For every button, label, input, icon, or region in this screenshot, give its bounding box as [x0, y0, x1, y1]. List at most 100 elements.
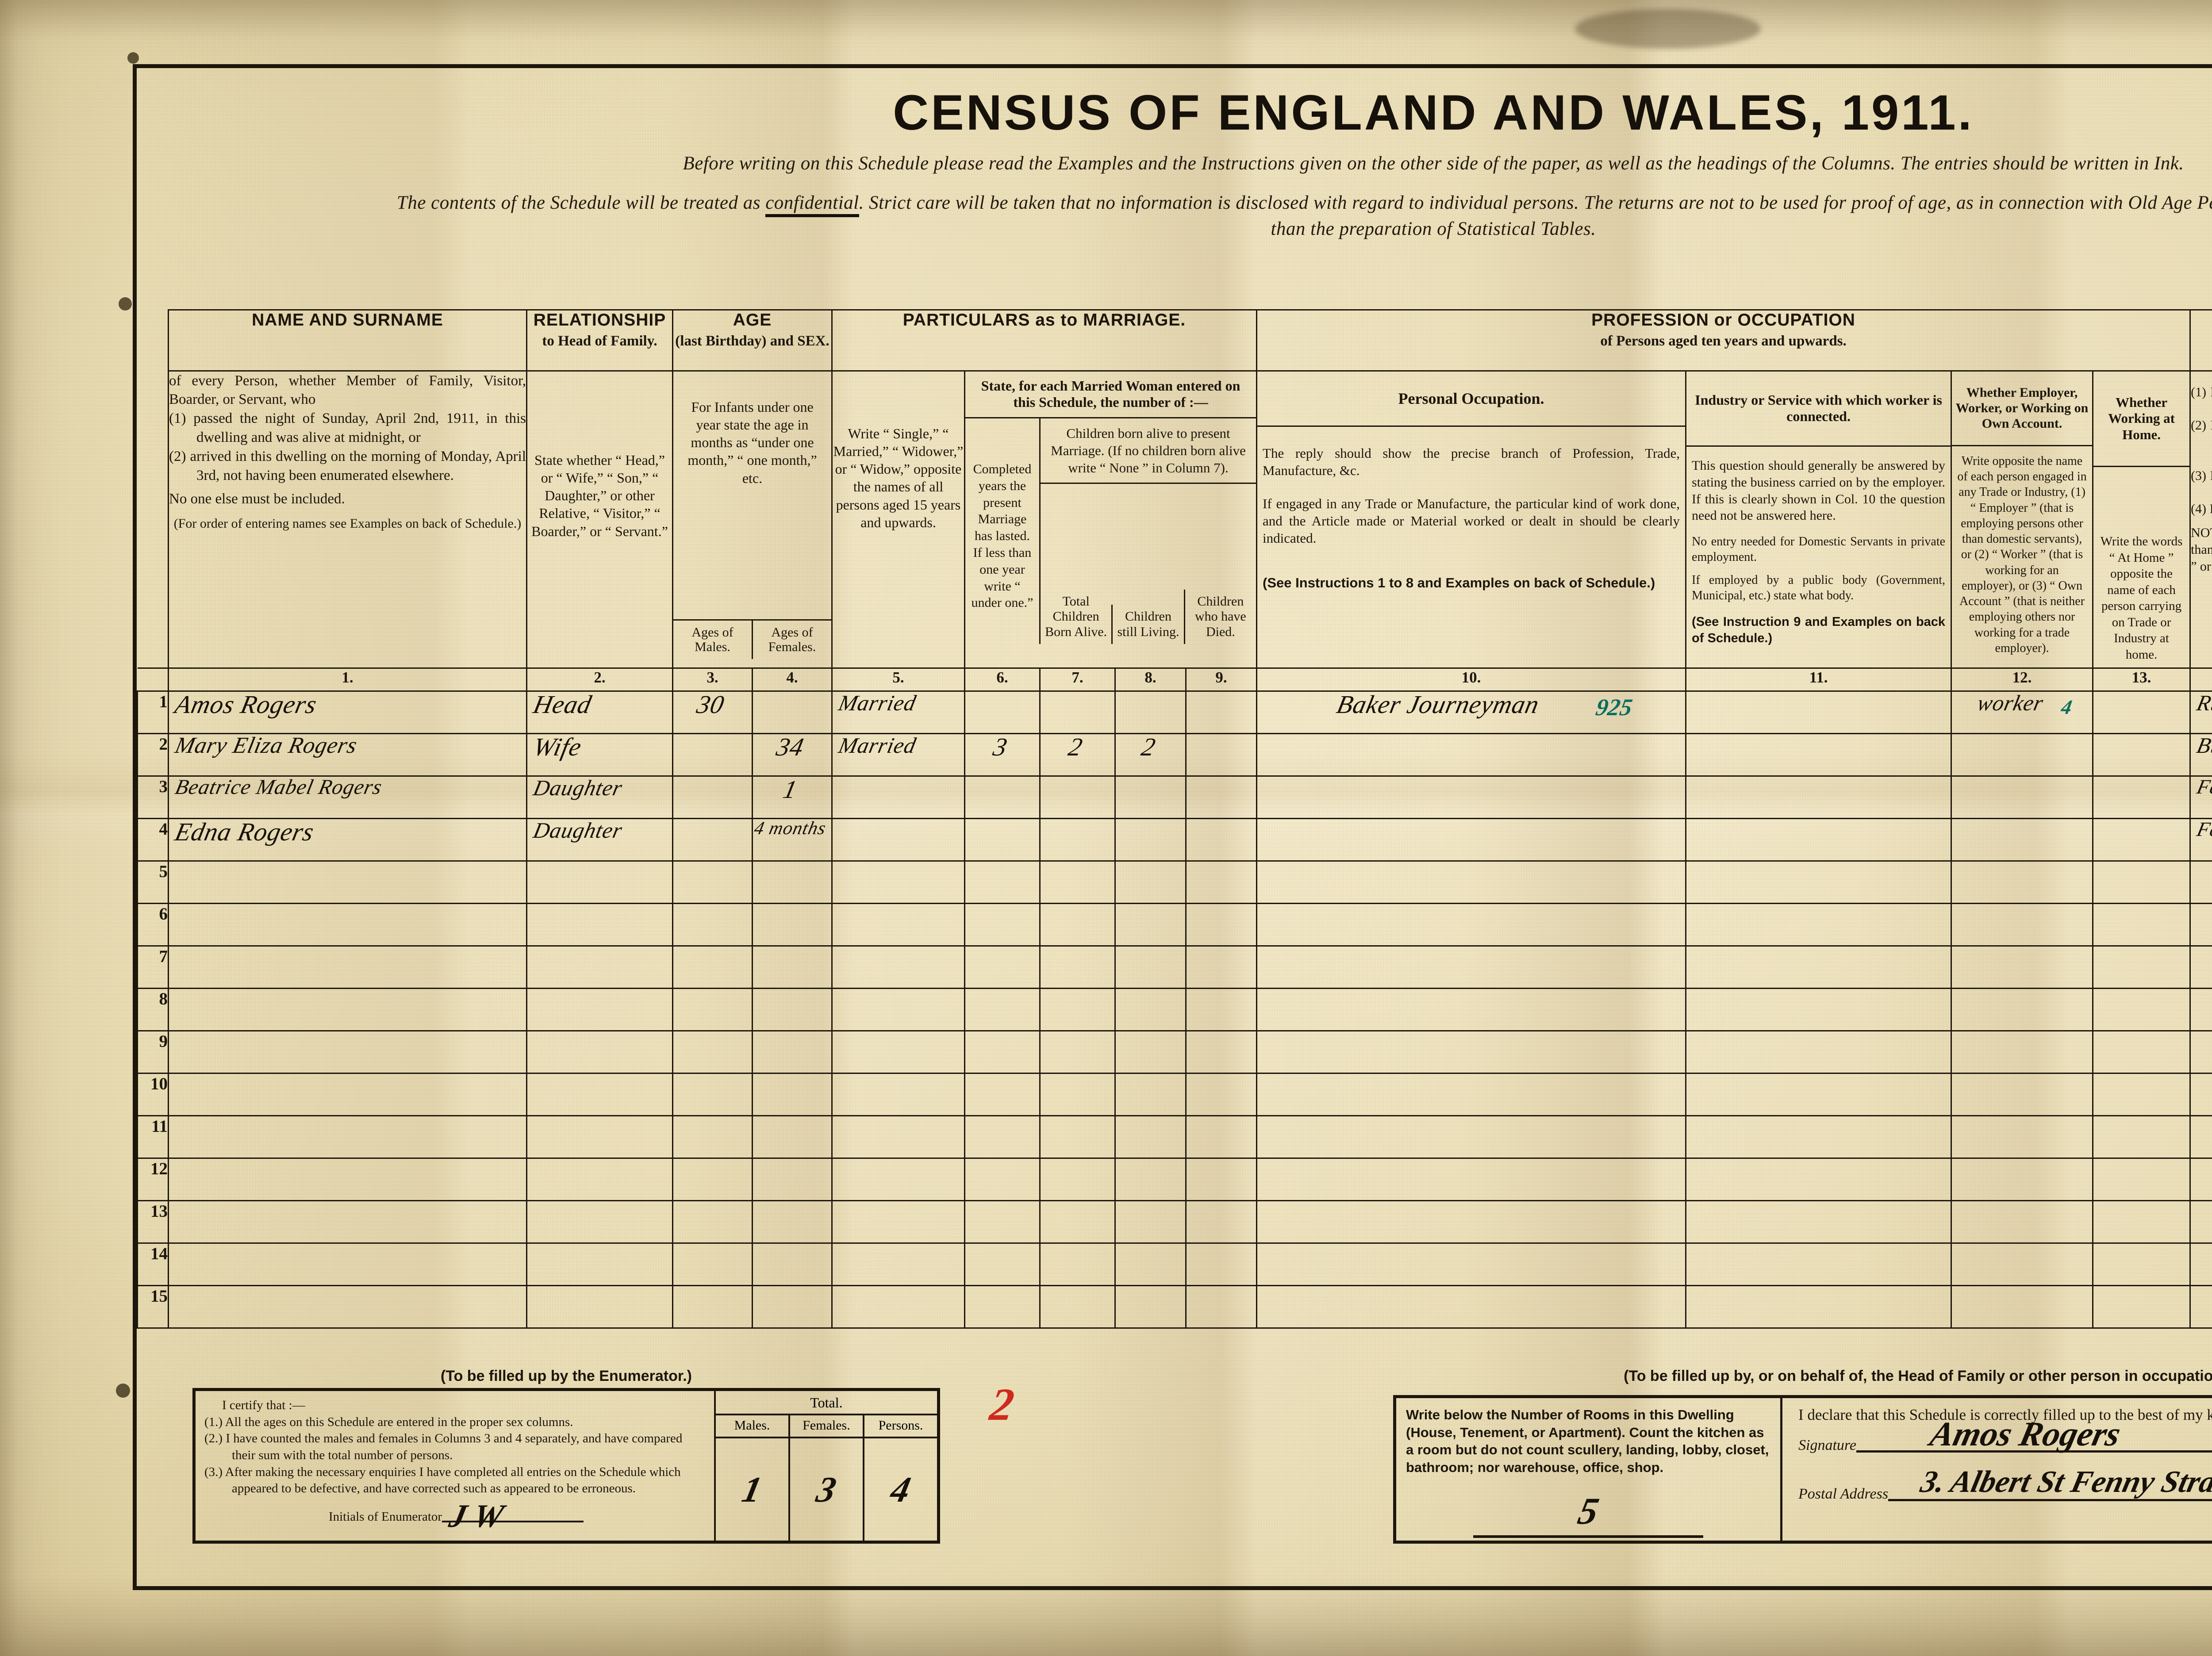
cell-age-female[interactable] [753, 691, 832, 733]
cell-industry[interactable] [1686, 946, 1951, 988]
cell-age-female[interactable] [753, 988, 832, 1031]
rooms-value-area[interactable]: 5 [1396, 1487, 1780, 1538]
cell-age-female[interactable] [753, 903, 832, 946]
cell-children-born[interactable] [1040, 1243, 1115, 1285]
cell-working-at-home[interactable] [2093, 988, 2190, 1031]
cell-occupation[interactable] [1257, 1116, 1686, 1158]
cell-birthplace[interactable] [2190, 1285, 2212, 1328]
cell-age-male[interactable] [673, 1285, 753, 1328]
cell-age-male[interactable] [673, 1073, 753, 1116]
cell-years-married[interactable] [965, 691, 1040, 733]
cell-children-born[interactable] [1040, 1116, 1115, 1158]
cell-age-female[interactable]: 4 months [753, 818, 832, 861]
cell-children-died[interactable] [1186, 1158, 1257, 1200]
cell-marriage-state[interactable] [832, 946, 965, 988]
cell-industry[interactable] [1686, 1116, 1951, 1158]
cell-occupation[interactable] [1257, 1158, 1686, 1200]
cell-working-at-home[interactable] [2093, 1073, 2190, 1116]
cell-occupation[interactable] [1257, 1073, 1686, 1116]
cell-employment-status[interactable] [1951, 1243, 2093, 1285]
cell-children-born[interactable] [1040, 691, 1115, 733]
cell-occupation[interactable] [1257, 1243, 1686, 1285]
cell-children-died[interactable] [1186, 1116, 1257, 1158]
cell-industry[interactable] [1686, 988, 1951, 1031]
cell-name[interactable]: Edna Rogers [169, 818, 527, 861]
cell-children-living[interactable] [1115, 903, 1186, 946]
cell-occupation[interactable] [1257, 1031, 1686, 1073]
cell-age-male[interactable] [673, 946, 753, 988]
cell-birthplace[interactable] [2190, 1200, 2212, 1243]
cell-age-male[interactable] [673, 1116, 753, 1158]
cell-birthplace[interactable] [2190, 988, 2212, 1031]
cell-years-married[interactable] [965, 1158, 1040, 1200]
cell-years-married[interactable] [965, 1031, 1040, 1073]
table-row[interactable]: 7 [138, 946, 2212, 988]
cell-occupation[interactable] [1257, 861, 1686, 903]
cell-age-female[interactable] [753, 946, 832, 988]
cell-relationship[interactable] [527, 1243, 673, 1285]
cell-name[interactable] [169, 903, 527, 946]
cell-employment-status[interactable] [1951, 988, 2093, 1031]
cell-industry[interactable] [1686, 1073, 1951, 1116]
cell-children-living[interactable] [1115, 1158, 1186, 1200]
cell-relationship[interactable] [527, 903, 673, 946]
cell-children-died[interactable] [1186, 1031, 1257, 1073]
cell-children-born[interactable] [1040, 1285, 1115, 1328]
cell-marriage-state[interactable] [832, 776, 965, 818]
table-row[interactable]: 14 [138, 1243, 2212, 1285]
table-row[interactable]: 10 [138, 1073, 2212, 1116]
table-row[interactable]: 1 Amos Rogers Head 30 Married Baker Jour… [138, 691, 2212, 733]
cell-employment-status[interactable] [1951, 733, 2093, 776]
cell-marriage-state[interactable] [832, 861, 965, 903]
table-row[interactable]: 9 [138, 1031, 2212, 1073]
cell-children-died[interactable] [1186, 988, 1257, 1031]
cell-name[interactable] [169, 861, 527, 903]
cell-years-married[interactable] [965, 861, 1040, 903]
cell-years-married[interactable] [965, 988, 1040, 1031]
cell-occupation[interactable] [1257, 988, 1686, 1031]
cell-employment-status[interactable] [1951, 1116, 2093, 1158]
cell-birthplace[interactable] [2190, 1031, 2212, 1073]
cell-marriage-state[interactable] [832, 818, 965, 861]
cell-name[interactable]: Beatrice Mabel Rogers [169, 776, 527, 818]
cell-age-male[interactable] [673, 818, 753, 861]
postal-address-row[interactable]: Postal Address 3. Albert St Fenny Stratf… [1798, 1486, 2212, 1503]
table-row[interactable]: 8 [138, 988, 2212, 1031]
cell-years-married[interactable] [965, 1073, 1040, 1116]
cell-age-female[interactable] [753, 1158, 832, 1200]
cell-employment-status[interactable] [1951, 1200, 2093, 1243]
cell-children-born[interactable]: 2 [1040, 733, 1115, 776]
cell-industry[interactable] [1686, 691, 1951, 733]
cell-years-married[interactable] [965, 1285, 1040, 1328]
cell-relationship[interactable] [527, 1116, 673, 1158]
cell-children-living[interactable] [1115, 1243, 1186, 1285]
cell-age-male[interactable] [673, 903, 753, 946]
cell-children-died[interactable] [1186, 691, 1257, 733]
cell-employment-status[interactable]: worker 4 [1951, 691, 2093, 733]
cell-working-at-home[interactable] [2093, 903, 2190, 946]
cell-age-male[interactable] [673, 1158, 753, 1200]
cell-years-married[interactable] [965, 1200, 1040, 1243]
cell-industry[interactable] [1686, 903, 1951, 946]
cell-employment-status[interactable] [1951, 861, 2093, 903]
cell-children-living[interactable] [1115, 861, 1186, 903]
cell-name[interactable]: Mary Eliza Rogers [169, 733, 527, 776]
cell-years-married[interactable] [965, 818, 1040, 861]
cell-relationship[interactable] [527, 1073, 673, 1116]
cell-relationship[interactable] [527, 861, 673, 903]
cell-children-born[interactable] [1040, 776, 1115, 818]
cell-age-female[interactable] [753, 1243, 832, 1285]
cell-marriage-state[interactable] [832, 1243, 965, 1285]
cell-age-male[interactable]: 30 [673, 691, 753, 733]
cell-relationship[interactable] [527, 1285, 673, 1328]
cell-marriage-state[interactable] [832, 903, 965, 946]
cell-name[interactable] [169, 1116, 527, 1158]
cell-occupation[interactable] [1257, 1285, 1686, 1328]
cell-occupation[interactable] [1257, 946, 1686, 988]
table-row[interactable]: 11 [138, 1116, 2212, 1158]
cell-children-living[interactable] [1115, 691, 1186, 733]
cell-children-died[interactable] [1186, 861, 1257, 903]
cell-industry[interactable] [1686, 733, 1951, 776]
cell-children-died[interactable] [1186, 1200, 1257, 1243]
cell-age-female[interactable]: 1 [753, 776, 832, 818]
